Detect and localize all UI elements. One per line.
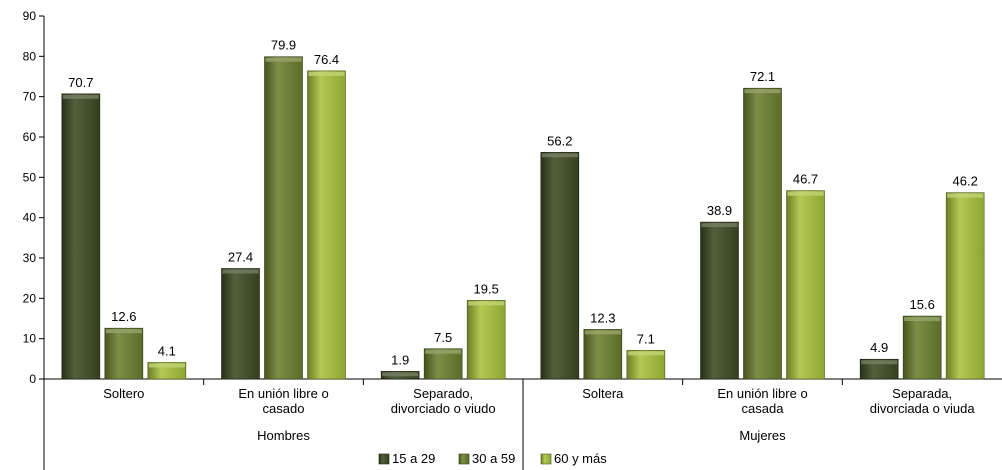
- bar: [104, 327, 144, 380]
- bar: [221, 268, 260, 380]
- bar-cap: [105, 329, 142, 334]
- category-label: En unión libre o casada: [717, 386, 807, 416]
- bar-cap: [468, 301, 505, 306]
- bar-cap: [701, 223, 738, 228]
- bar-cap: [744, 89, 781, 94]
- bar-cap: [787, 191, 824, 196]
- bar: [902, 315, 942, 380]
- y-tick-label: 60: [23, 130, 37, 144]
- category-label: En unión libre o casado: [238, 386, 328, 416]
- y-tick-label: 0: [29, 372, 36, 386]
- bar: [743, 87, 782, 380]
- bar: [945, 192, 985, 380]
- bar-cap: [584, 330, 621, 335]
- category-label: Soltera: [582, 386, 624, 401]
- data-label: 76.4: [314, 52, 339, 67]
- y-tick-label: 40: [23, 211, 37, 225]
- data-label: 19.5: [474, 281, 499, 296]
- group-label: Hombres: [257, 428, 310, 443]
- data-label: 12.6: [111, 309, 136, 324]
- bar-cap: [382, 372, 419, 377]
- legend: 15 a 29 30 a 59 60 y más: [378, 451, 607, 466]
- data-label: 46.7: [793, 172, 818, 187]
- bar-cap: [541, 153, 578, 158]
- labels: 70.7 27.4 1.9 56.2 38.9 4.9 12.6 79.9 7.5 12.3 72.…: [68, 38, 978, 368]
- legend-label: 15 a 29: [392, 451, 435, 466]
- legend-swatch: [458, 453, 470, 465]
- data-label: 4.9: [870, 340, 888, 355]
- bar: [264, 56, 303, 380]
- bar-cap: [265, 57, 302, 62]
- category-label: Separado, divorciado o viudo: [391, 386, 496, 416]
- y-tick-label: 70: [23, 90, 37, 104]
- legend-label: 30 a 59: [472, 451, 515, 466]
- data-label: 12.3: [590, 310, 615, 325]
- bar-cap: [308, 71, 345, 76]
- y-tick-label: 80: [23, 49, 37, 63]
- bar: [466, 300, 506, 380]
- bar: [786, 190, 825, 380]
- bar-cap: [62, 94, 99, 99]
- y-tick-label: 30: [23, 251, 37, 265]
- category-label: Separada, divorciada o viuda: [870, 386, 976, 416]
- bar: [583, 329, 623, 380]
- axes: 0 10 20 30 40 50 60 70 80 90 Soltero En unión libre…: [23, 9, 1002, 470]
- data-label: 72.1: [750, 69, 775, 84]
- y-tick-label: 20: [23, 291, 37, 305]
- legend-swatch: [540, 453, 552, 465]
- bar: [61, 93, 101, 380]
- y-tick-label: 90: [23, 9, 37, 23]
- data-label: 56.2: [547, 133, 572, 148]
- data-label: 1.9: [391, 352, 409, 367]
- legend-swatch: [378, 453, 390, 465]
- bar: [540, 152, 580, 380]
- legend-label: 60 y más: [554, 451, 607, 466]
- y-tick-label: 50: [23, 170, 37, 184]
- bar-cap: [222, 269, 259, 274]
- data-label: 79.9: [271, 38, 296, 53]
- bar-cap: [861, 360, 898, 365]
- bar: [423, 348, 463, 380]
- bar-cap: [947, 193, 984, 198]
- bar: [700, 221, 739, 380]
- data-label: 38.9: [707, 203, 732, 218]
- bar-cap: [425, 349, 462, 354]
- data-label: 46.2: [953, 174, 978, 189]
- bar: [307, 70, 346, 380]
- data-label: 7.5: [434, 330, 452, 345]
- bar-cap: [627, 351, 664, 356]
- category-label: Soltero: [103, 386, 144, 401]
- data-label: 15.6: [910, 297, 935, 312]
- group-label: Mujeres: [739, 428, 786, 443]
- data-label: 27.4: [228, 249, 253, 264]
- y-tick-label: 10: [23, 332, 37, 346]
- bar-cap: [904, 317, 941, 322]
- bars: [61, 56, 985, 380]
- data-label: 7.1: [637, 331, 655, 346]
- data-label: 70.7: [68, 75, 93, 90]
- bar-cap: [148, 363, 185, 368]
- data-label: 4.1: [158, 343, 176, 358]
